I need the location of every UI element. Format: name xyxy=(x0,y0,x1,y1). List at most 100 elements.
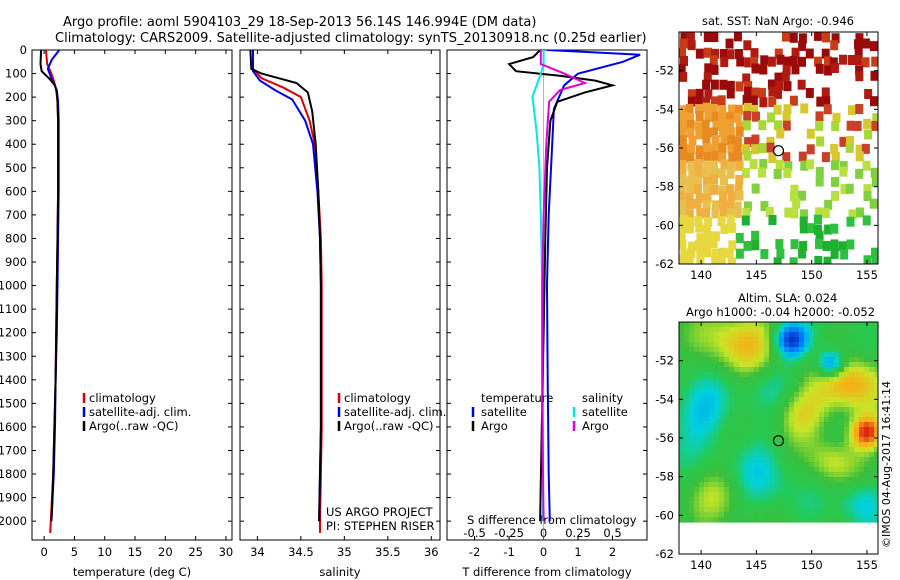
sla-cell xyxy=(714,412,720,418)
sla-cell xyxy=(869,432,875,438)
sst-cell xyxy=(735,160,744,171)
sla-cell xyxy=(699,512,705,518)
y-tick-label: 500 xyxy=(5,161,27,175)
sla-cell xyxy=(729,437,735,443)
sla-cell xyxy=(824,357,830,363)
sla-cell xyxy=(769,457,775,463)
legend-entry: climatology xyxy=(344,391,411,405)
sla-cell xyxy=(819,462,825,468)
sla-cell xyxy=(844,392,850,398)
sst-cell xyxy=(726,200,735,211)
sla-cell xyxy=(814,337,820,343)
y-tick-label: -58 xyxy=(655,180,674,194)
sst-cell xyxy=(775,159,784,170)
sla-cell xyxy=(779,397,785,403)
sla-cell xyxy=(854,387,860,393)
sla-cell xyxy=(714,347,720,353)
sst-cell xyxy=(719,207,728,218)
sla-cell xyxy=(764,417,770,423)
sla-cell xyxy=(839,362,845,368)
sst-cell xyxy=(709,127,718,138)
sst-cell xyxy=(774,48,783,59)
sla-cell xyxy=(704,352,710,358)
sla-cell xyxy=(734,327,740,333)
sla-cell xyxy=(704,382,710,388)
sst-cell xyxy=(871,120,878,131)
sla-cell xyxy=(854,397,860,403)
sla-cell xyxy=(789,457,795,463)
sst-cell xyxy=(720,135,729,146)
sst-cell xyxy=(751,63,760,74)
sla-cell xyxy=(714,357,720,363)
sla-cell xyxy=(744,512,750,518)
sst-cell xyxy=(854,55,863,66)
sla-cell xyxy=(754,402,760,408)
sla-cell xyxy=(684,332,690,338)
sla-cell xyxy=(784,507,790,513)
y-tick-label: -52 xyxy=(655,64,674,78)
sla-cell xyxy=(784,337,790,343)
sla-cell xyxy=(784,347,790,353)
sla-cell xyxy=(729,382,735,388)
sla-cell xyxy=(824,402,830,408)
sla-cell xyxy=(734,387,740,393)
sla-cell xyxy=(864,407,870,413)
sla-cell xyxy=(794,507,800,513)
sst-cell xyxy=(718,105,727,116)
sst-cell xyxy=(679,214,688,225)
sla-cell xyxy=(834,482,840,488)
sla-cell xyxy=(789,447,795,453)
sla-cell xyxy=(724,482,730,488)
sst-cell xyxy=(768,153,777,164)
sla-cell xyxy=(819,372,825,378)
sst-cell xyxy=(855,71,864,82)
sla-cell xyxy=(819,357,825,363)
sla-cell xyxy=(764,337,770,343)
sla-cell xyxy=(859,472,865,478)
sla-cell xyxy=(839,352,845,358)
x-tick-label: 140 xyxy=(690,268,712,282)
sla-cell xyxy=(679,332,685,338)
sst-cell xyxy=(709,103,718,114)
sla-cell xyxy=(684,497,690,503)
sst-cell xyxy=(694,176,703,187)
sla-cell xyxy=(809,472,815,478)
sst-cell xyxy=(687,89,696,100)
sla-cell xyxy=(759,402,765,408)
sla-cell xyxy=(684,507,690,513)
sla-cell xyxy=(854,497,860,503)
sla-cell xyxy=(764,432,770,438)
sla-cell xyxy=(769,362,775,368)
sla-cell xyxy=(874,382,878,388)
sst-cell xyxy=(679,111,688,122)
sla-cell xyxy=(709,352,715,358)
sst-cell xyxy=(687,40,696,51)
sla-cell xyxy=(729,497,735,503)
sla-cell xyxy=(869,342,875,348)
y-tick-label: 900 xyxy=(5,255,27,269)
sst-cell xyxy=(830,223,839,234)
sla-cell xyxy=(834,352,840,358)
sla-cell xyxy=(794,487,800,493)
sla-cell xyxy=(829,432,835,438)
sst-cell xyxy=(702,183,711,194)
sla-cell xyxy=(824,417,830,423)
sst-cell xyxy=(824,199,833,210)
sst-cell xyxy=(680,144,689,155)
sla-cell xyxy=(829,487,835,493)
sla-cell xyxy=(694,472,700,478)
sla-cell xyxy=(784,427,790,433)
sla-cell xyxy=(799,452,805,458)
sla-cell xyxy=(749,497,755,503)
sst-cell xyxy=(800,103,809,114)
sla-cell xyxy=(739,492,745,498)
sla-cell xyxy=(754,357,760,363)
sla-cell xyxy=(744,467,750,473)
sst-cell xyxy=(798,248,807,259)
sst-cell xyxy=(846,120,855,131)
legend-heading-salinity: salinity xyxy=(582,391,623,405)
sla-cell xyxy=(769,407,775,413)
sla-cell xyxy=(819,332,825,338)
sla-cell xyxy=(874,407,878,413)
sla-cell xyxy=(799,352,805,358)
